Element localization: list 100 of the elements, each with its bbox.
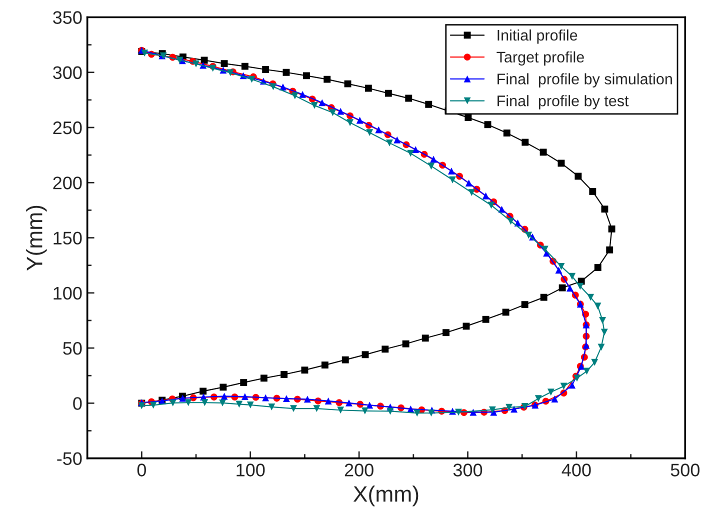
point xyxy=(521,301,528,308)
point xyxy=(268,403,276,410)
point xyxy=(362,351,369,358)
point xyxy=(422,334,429,342)
legend-label: Initial profile xyxy=(498,29,578,44)
point xyxy=(484,121,492,128)
y-tick-label: 50 xyxy=(63,342,82,355)
point xyxy=(150,402,157,409)
point xyxy=(291,92,298,100)
y-tick-label: -50 xyxy=(57,452,82,466)
point xyxy=(498,206,506,213)
point xyxy=(344,80,352,88)
point xyxy=(589,188,596,195)
point xyxy=(313,405,320,412)
point xyxy=(282,68,290,76)
point xyxy=(502,308,510,316)
point xyxy=(226,69,234,76)
y-tick-label: 300 xyxy=(53,66,82,80)
point xyxy=(560,382,568,390)
point xyxy=(594,264,602,272)
x-tick-label: 100 xyxy=(236,464,265,476)
point xyxy=(241,62,248,70)
point xyxy=(345,399,352,406)
point xyxy=(462,322,470,330)
y-axis-title: Y(mm) xyxy=(26,206,47,271)
y-tick-label: 200 xyxy=(53,176,82,190)
point xyxy=(346,119,354,126)
point xyxy=(442,329,450,336)
point xyxy=(576,282,584,290)
point xyxy=(262,394,270,402)
point xyxy=(551,396,558,402)
point xyxy=(241,393,248,400)
point xyxy=(280,371,288,378)
point xyxy=(192,60,200,68)
point xyxy=(591,358,598,366)
legend-label: Target profile xyxy=(496,51,584,66)
point xyxy=(200,388,207,395)
point xyxy=(558,284,566,292)
point xyxy=(568,382,576,389)
point xyxy=(540,148,547,156)
point xyxy=(482,192,490,200)
point xyxy=(324,76,331,83)
y-tick-label: 250 xyxy=(53,121,82,134)
point xyxy=(566,284,574,292)
point xyxy=(384,90,392,97)
point xyxy=(547,388,554,396)
point xyxy=(301,366,308,374)
point xyxy=(282,395,290,402)
point xyxy=(201,399,208,406)
point xyxy=(574,172,582,180)
point xyxy=(465,180,472,187)
point xyxy=(599,317,606,324)
x-tick-label: 300 xyxy=(453,464,482,476)
point xyxy=(412,146,420,154)
point xyxy=(558,262,565,270)
point xyxy=(522,138,529,146)
point xyxy=(587,294,594,301)
point xyxy=(568,272,576,280)
point xyxy=(169,399,176,406)
point xyxy=(302,72,310,80)
point xyxy=(248,76,256,83)
point xyxy=(555,266,562,274)
point xyxy=(600,328,608,336)
point xyxy=(510,406,518,413)
point xyxy=(428,410,435,416)
point xyxy=(366,129,374,136)
point xyxy=(246,401,254,408)
point xyxy=(236,400,243,408)
x-tick-label: 500 xyxy=(670,464,700,476)
point xyxy=(262,66,270,73)
point xyxy=(448,168,455,175)
x-axis-title: X(mm) xyxy=(353,486,418,506)
y-tick-label: 100 xyxy=(54,286,82,300)
x-tick-label: 400 xyxy=(562,464,591,476)
point xyxy=(534,395,542,402)
point xyxy=(337,108,344,115)
point xyxy=(375,126,382,134)
legend-label: Final profile by test xyxy=(498,95,629,110)
point xyxy=(506,404,513,411)
point xyxy=(290,405,297,412)
y-tick-label: 150 xyxy=(54,232,82,244)
point xyxy=(220,392,228,400)
x-tick-label: 0 xyxy=(137,464,146,476)
point xyxy=(594,302,602,310)
point xyxy=(425,100,432,108)
point xyxy=(464,114,472,122)
point xyxy=(601,206,608,213)
point xyxy=(220,60,228,68)
point xyxy=(220,384,227,391)
point xyxy=(407,150,414,157)
point xyxy=(176,56,184,64)
point xyxy=(337,406,344,414)
point xyxy=(598,344,605,351)
point xyxy=(324,398,332,404)
point xyxy=(402,340,410,348)
point xyxy=(455,408,462,416)
point xyxy=(361,407,368,414)
point xyxy=(503,130,510,136)
point xyxy=(430,156,437,163)
point xyxy=(405,94,412,102)
